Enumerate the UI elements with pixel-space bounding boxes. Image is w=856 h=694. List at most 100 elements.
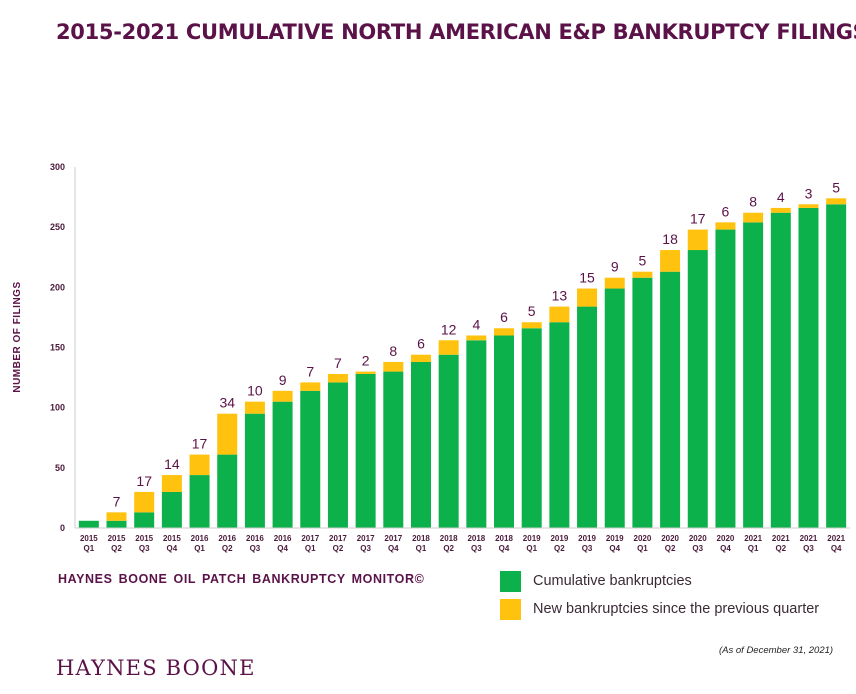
x-tick-quarter: Q3 xyxy=(582,544,593,553)
x-tick-quarter: Q1 xyxy=(416,544,427,553)
bar-cumulative xyxy=(494,335,515,528)
bar-cumulative xyxy=(300,390,321,528)
x-tick-year: 2020 xyxy=(661,534,679,543)
y-tick-label: 200 xyxy=(50,282,65,292)
x-tick-year: 2017 xyxy=(384,534,402,543)
legend-item-new: New bankruptcies since the previous quar… xyxy=(500,595,819,623)
bar-new xyxy=(355,371,376,374)
bar-new xyxy=(244,401,265,414)
x-tick-year: 2015 xyxy=(135,534,153,543)
bars xyxy=(78,198,847,528)
data-label: 7 xyxy=(306,363,314,379)
x-tick-quarter: Q2 xyxy=(554,544,565,553)
bar-new xyxy=(410,354,431,362)
bar-new xyxy=(438,340,459,355)
x-tick-year: 2020 xyxy=(717,534,735,543)
x-tick-quarter: Q3 xyxy=(471,544,482,553)
data-labels: 7 17 14 17 34 10 9 7 7 2 8 6 12 4 6 5 13 15 9 5 18 17 6 8 4 3 5 xyxy=(113,179,841,509)
data-label: 6 xyxy=(417,336,425,352)
y-tick-label: 0 xyxy=(60,523,65,533)
x-tick-year: 2015 xyxy=(163,534,181,543)
x-tick-year: 2017 xyxy=(357,534,375,543)
x-tick-quarter: Q1 xyxy=(84,544,95,553)
data-label: 17 xyxy=(136,473,152,489)
x-tick-quarter: Q1 xyxy=(305,544,316,553)
data-label: 3 xyxy=(805,185,813,201)
bar-cumulative xyxy=(687,250,708,528)
bar-new xyxy=(134,491,155,513)
chart-title: 2015-2021 CUMULATIVE NORTH AMERICAN E&P … xyxy=(56,20,856,44)
x-tick-quarter: Q1 xyxy=(194,544,205,553)
bar-new xyxy=(217,413,238,455)
bar-new xyxy=(577,288,598,307)
x-tick-year: 2020 xyxy=(634,534,652,543)
bar-cumulative xyxy=(632,277,653,528)
bar-new xyxy=(272,390,293,402)
data-label: 10 xyxy=(247,383,263,399)
bar-new xyxy=(660,250,681,272)
data-label: 6 xyxy=(722,203,730,219)
bar-new xyxy=(521,322,542,329)
data-label: 13 xyxy=(552,288,568,304)
x-tick-year: 2015 xyxy=(108,534,126,543)
x-tick-quarter: Q2 xyxy=(111,544,122,553)
data-label: 17 xyxy=(192,436,208,452)
bar-cumulative xyxy=(106,520,127,528)
x-tick-year: 2017 xyxy=(301,534,319,543)
x-tick-year: 2018 xyxy=(467,534,485,543)
bar-new xyxy=(466,335,487,341)
legend-label-cumulative: Cumulative bankruptcies xyxy=(533,573,692,589)
bar-new xyxy=(770,207,791,213)
y-axis-label: NUMBER OF FILINGS xyxy=(12,281,23,392)
bar-cumulative xyxy=(161,491,182,528)
data-label: 8 xyxy=(749,194,757,210)
x-tick-year: 2019 xyxy=(523,534,541,543)
bar-new xyxy=(798,204,819,208)
data-label: 5 xyxy=(528,303,536,319)
x-tick-year: 2015 xyxy=(80,534,98,543)
bar-cumulative xyxy=(134,512,155,528)
x-tick-quarter: Q4 xyxy=(831,544,842,553)
data-label: 18 xyxy=(662,231,678,247)
bar-new xyxy=(106,512,127,521)
x-tick-year: 2019 xyxy=(578,534,596,543)
x-tick-year: 2019 xyxy=(550,534,568,543)
bar-cumulative xyxy=(272,401,293,528)
data-label: 34 xyxy=(219,395,235,411)
monitor-credit: HAYNES BOONE OIL PATCH BANKRUPTCY MONITO… xyxy=(58,572,425,586)
bar-new xyxy=(549,306,570,323)
data-label: 4 xyxy=(472,316,480,332)
bar-cumulative xyxy=(577,306,598,528)
bar-new xyxy=(327,373,348,383)
x-tick-year: 2019 xyxy=(606,534,624,543)
bar-cumulative xyxy=(715,229,736,528)
data-label: 8 xyxy=(389,343,397,359)
x-tick-year: 2021 xyxy=(744,534,762,543)
data-label: 5 xyxy=(832,179,840,195)
data-label: 12 xyxy=(441,321,457,337)
x-tick-quarter: Q3 xyxy=(250,544,261,553)
x-tick-quarter: Q2 xyxy=(333,544,344,553)
bar-new xyxy=(743,212,764,223)
bar-cumulative xyxy=(438,354,459,528)
bar-cumulative xyxy=(660,271,681,528)
bar-cumulative xyxy=(327,382,348,528)
x-tick-quarter: Q4 xyxy=(277,544,288,553)
bar-cumulative xyxy=(355,373,376,528)
data-label: 14 xyxy=(164,456,180,472)
x-tick-quarter: Q2 xyxy=(665,544,676,553)
data-label: 5 xyxy=(639,253,647,269)
legend-label-new: New bankruptcies since the previous quar… xyxy=(533,601,820,617)
bar-new xyxy=(494,328,515,336)
bar-cumulative xyxy=(78,520,99,528)
y-axis: 0 50 100 150 200 250 300 xyxy=(50,162,76,533)
x-tick-quarter: Q2 xyxy=(222,544,233,553)
bar-cumulative xyxy=(604,288,625,528)
x-axis: 2015Q12015Q22015Q32015Q42016Q12016Q22016… xyxy=(75,527,850,553)
x-tick-quarter: Q4 xyxy=(609,544,620,553)
data-label: 15 xyxy=(579,270,595,286)
legend: Cumulative bankruptcies New bankruptcies… xyxy=(500,567,819,623)
x-tick-quarter: Q1 xyxy=(526,544,537,553)
x-tick-quarter: Q3 xyxy=(139,544,150,553)
bar-cumulative xyxy=(383,371,404,528)
